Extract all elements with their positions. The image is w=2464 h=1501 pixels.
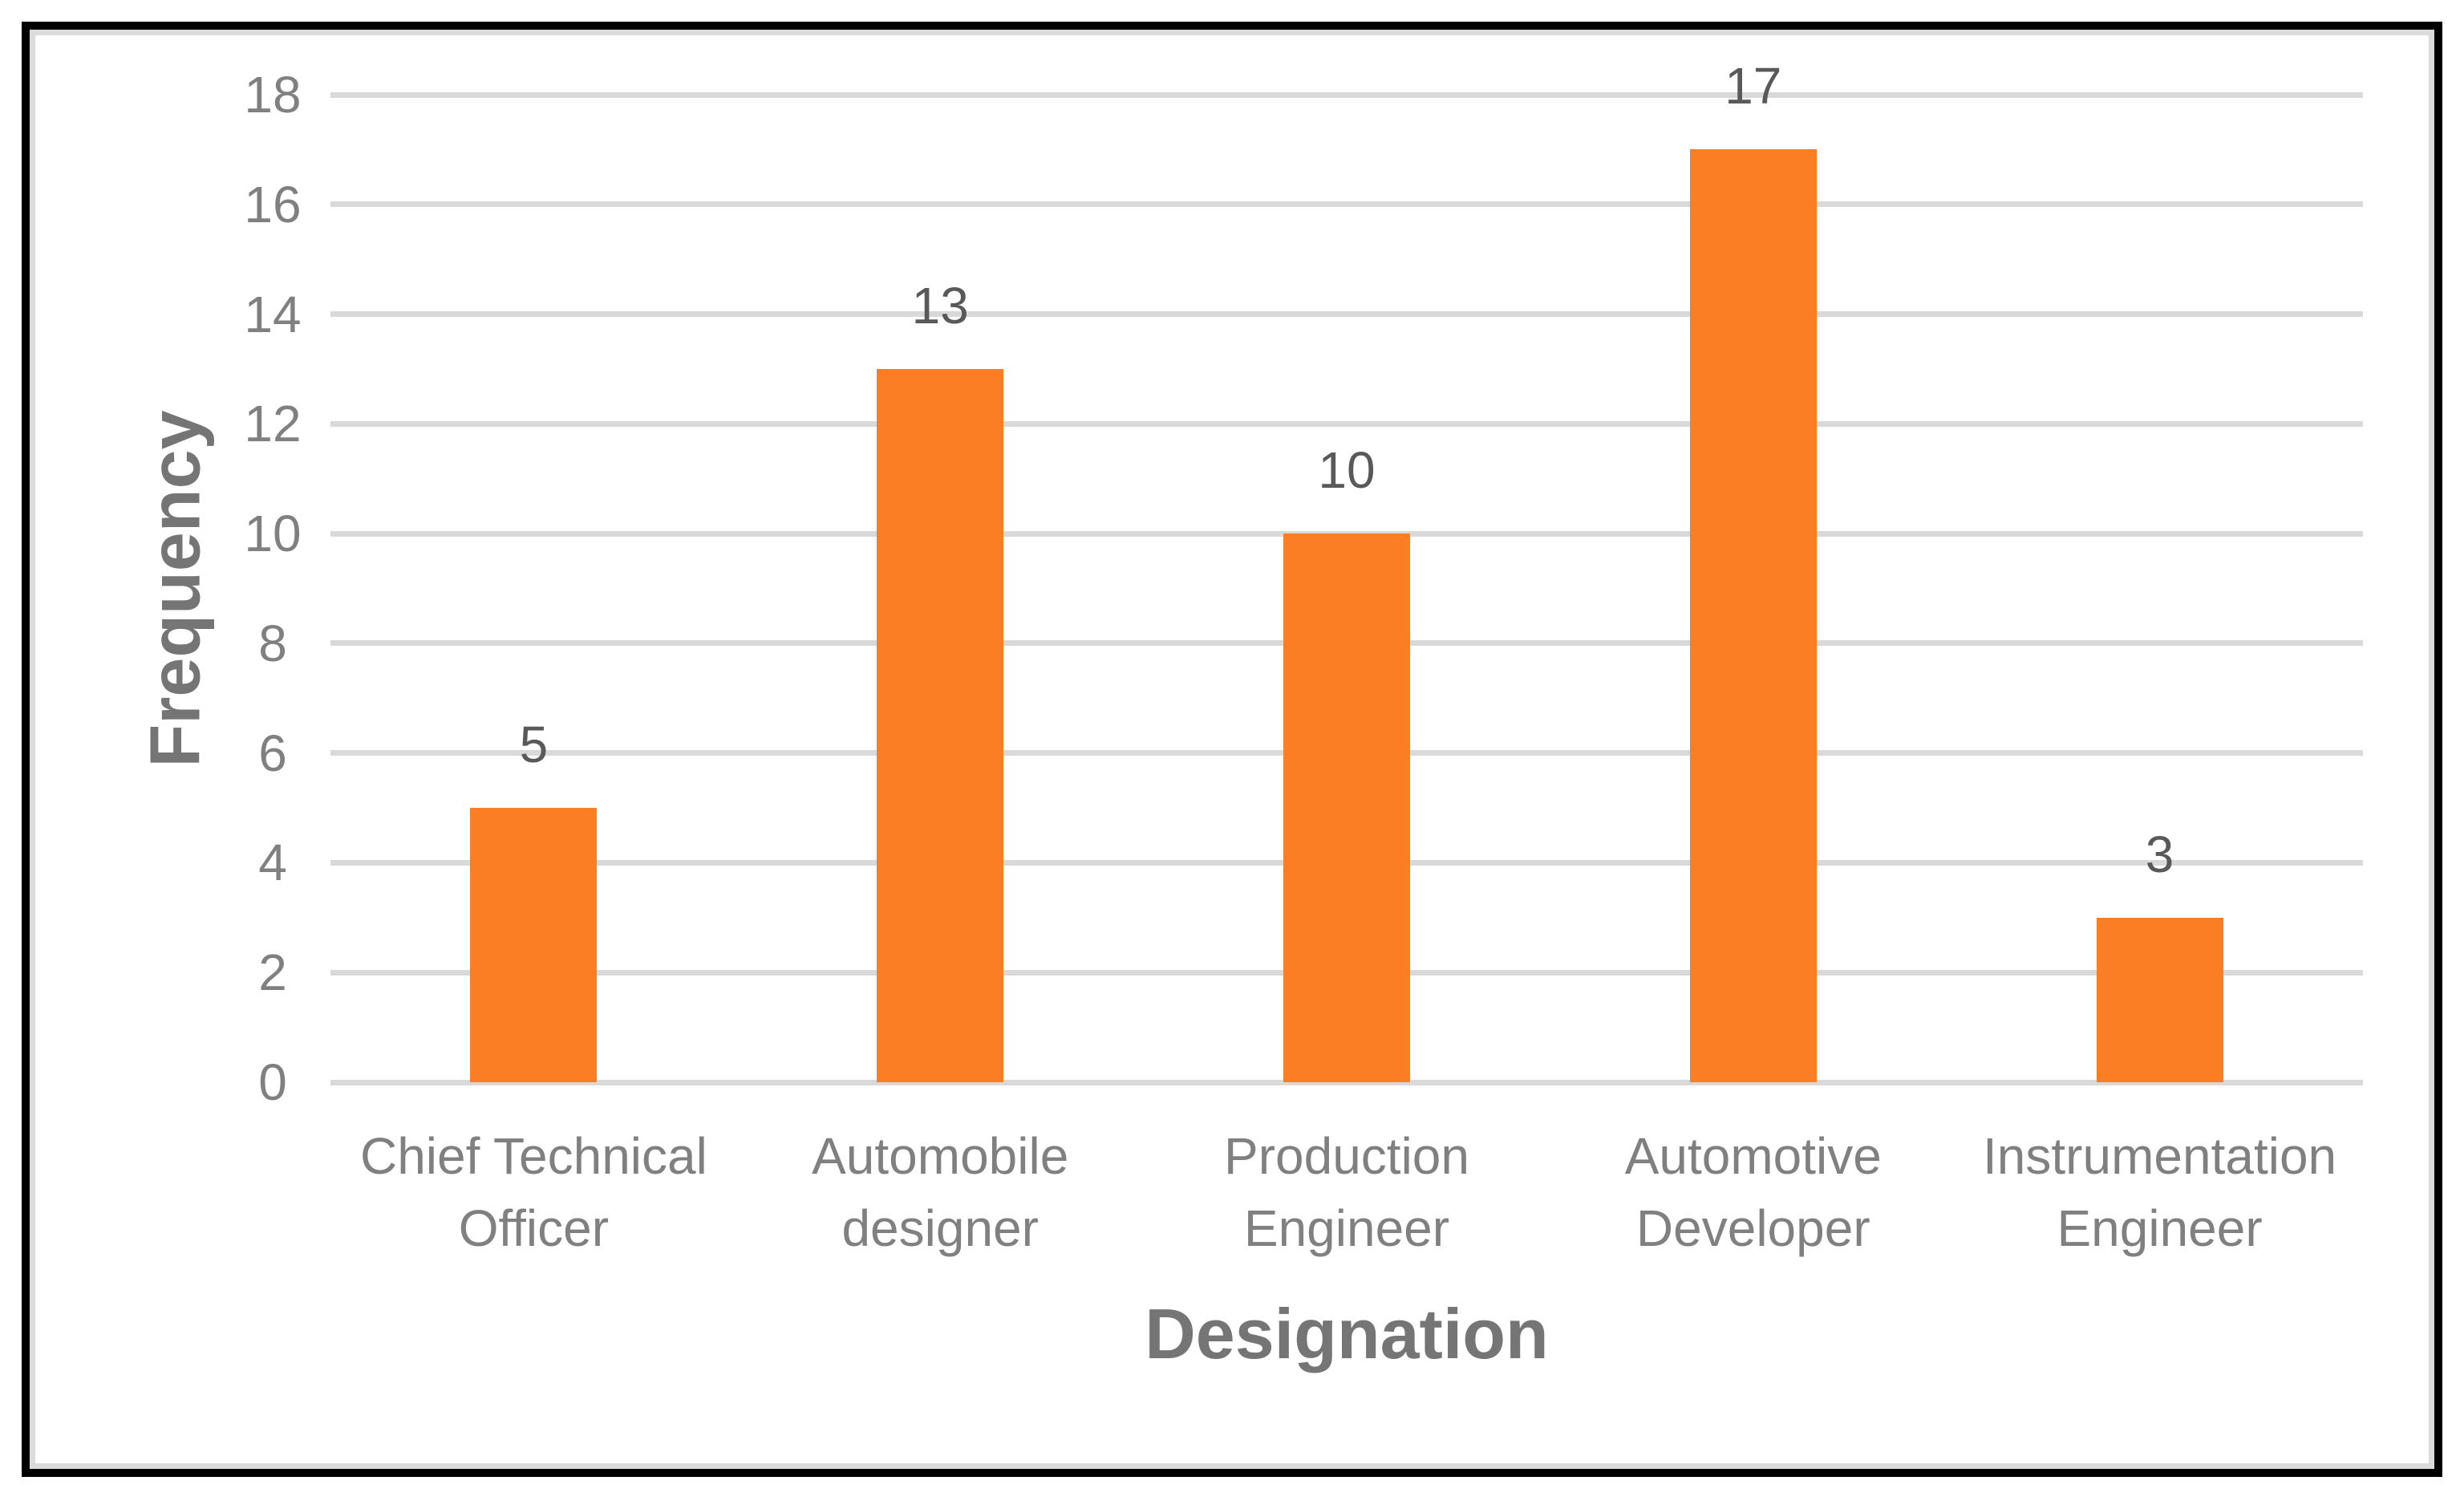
y-tick-label: 4 [258,834,287,892]
chart-border-frame: Frequency 0 2 4 6 8 10 12 14 16 18 5 13 10 [22,22,2442,1477]
y-tick-label: 10 [244,505,302,563]
plot-area: 5 13 10 17 3 [330,57,2363,1085]
bar-column: 5 [330,95,737,1082]
bar [2096,917,2223,1082]
category-label-line: Engineer [1243,1199,1450,1257]
category-label: Chief Technical Officer [330,1120,737,1264]
gridline [330,1079,2363,1085]
bar [877,368,1004,1082]
category-label: Production Engineer [1144,1120,1550,1264]
category-label-line: Officer [458,1199,610,1257]
y-tick-label: 2 [258,943,287,1002]
category-label: Instrumentation Engineer [1956,1120,2363,1264]
bar-value-label: 5 [519,716,549,774]
bar-value-label: 17 [1724,57,1782,116]
category-label-line: designer [841,1199,1039,1257]
chart-inner-area: Frequency 0 2 4 6 8 10 12 14 16 18 5 13 10 [30,30,2434,1469]
gridline [330,311,2363,318]
y-tick-label: 18 [244,66,302,124]
y-axis-title: Frequency [136,409,215,768]
y-tick-label: 6 [258,724,287,782]
bar-columns: 5 13 10 17 3 [330,57,2363,1082]
category-label-line: Automotive [1624,1127,1882,1185]
bar [1283,533,1410,1082]
bar-value-label: 3 [2145,825,2174,883]
category-label-line: Chief Technical [359,1127,707,1185]
y-axis-tick-labels: 0 2 4 6 8 10 12 14 16 18 [213,67,333,1110]
gridline [330,91,2363,98]
bar-column: 13 [737,95,1144,1082]
bar-column: 3 [1956,95,2363,1082]
bar [1689,149,1817,1082]
x-axis-category-labels: Chief Technical Officer Automobile desig… [330,1120,2363,1264]
x-axis-title: Designation [1145,1294,1549,1373]
gridline [330,201,2363,208]
y-tick-label: 0 [258,1053,287,1111]
category-label-line: Engineer [2057,1199,2263,1257]
y-tick-label: 8 [258,614,287,672]
y-tick-label: 12 [244,395,302,453]
bar-value-label: 13 [911,276,969,335]
bar-column: 10 [1144,95,1550,1082]
gridline [330,420,2363,427]
category-label-line: Instrumentation [1983,1127,2337,1185]
category-label: Automobile designer [737,1120,1144,1264]
bar [470,808,598,1082]
category-label-line: Production [1224,1127,1469,1185]
category-label-line: Automobile [812,1127,1069,1185]
y-axis-title-wrap: Frequency [128,95,224,1082]
bar-column: 17 [1550,57,1956,1082]
bar-value-label: 10 [1318,441,1376,500]
category-label-line: Developer [1635,1199,1870,1257]
y-tick-label: 14 [244,285,302,343]
y-tick-label: 16 [244,175,302,233]
category-label: Automotive Developer [1550,1120,1956,1264]
